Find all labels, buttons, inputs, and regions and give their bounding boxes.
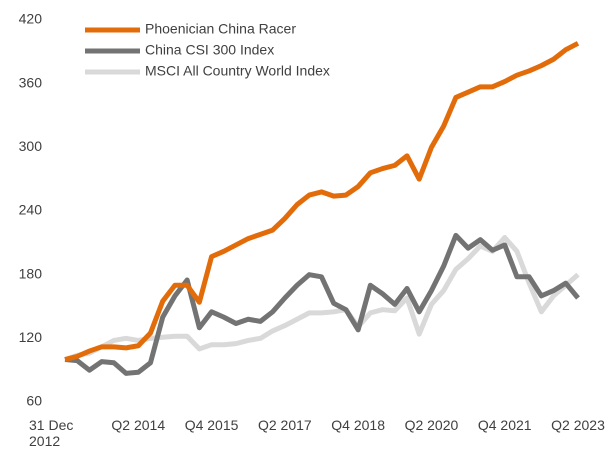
y-tick-label: 420 xyxy=(19,11,43,27)
x-tick-label: Q2 2023 xyxy=(551,417,605,433)
x-tick-label: Q4 2021 xyxy=(477,417,532,433)
legend-label: Phoenician China Racer xyxy=(145,21,296,37)
x-tick-label: Q2 2014 xyxy=(111,417,166,433)
legend-label: China CSI 300 Index xyxy=(145,42,274,58)
legend-label: MSCI All Country World Index xyxy=(145,63,330,79)
x-tick-label: 31 Dec 2012 xyxy=(29,417,74,449)
y-tick-label: 300 xyxy=(19,138,43,154)
series-line xyxy=(64,232,580,376)
y-tick-label: 60 xyxy=(26,393,42,409)
y-tick-label: 240 xyxy=(19,202,43,218)
series-line xyxy=(64,41,580,362)
x-tick-label: Q2 2020 xyxy=(404,417,459,433)
y-tick-label: 360 xyxy=(19,74,43,90)
y-tick-label: 120 xyxy=(19,329,43,345)
x-tick-label: Q2 2017 xyxy=(257,417,312,433)
x-tick-label: Q4 2015 xyxy=(184,417,239,433)
x-tick-label: Q4 2018 xyxy=(331,417,385,433)
y-tick-label: 180 xyxy=(19,265,43,281)
